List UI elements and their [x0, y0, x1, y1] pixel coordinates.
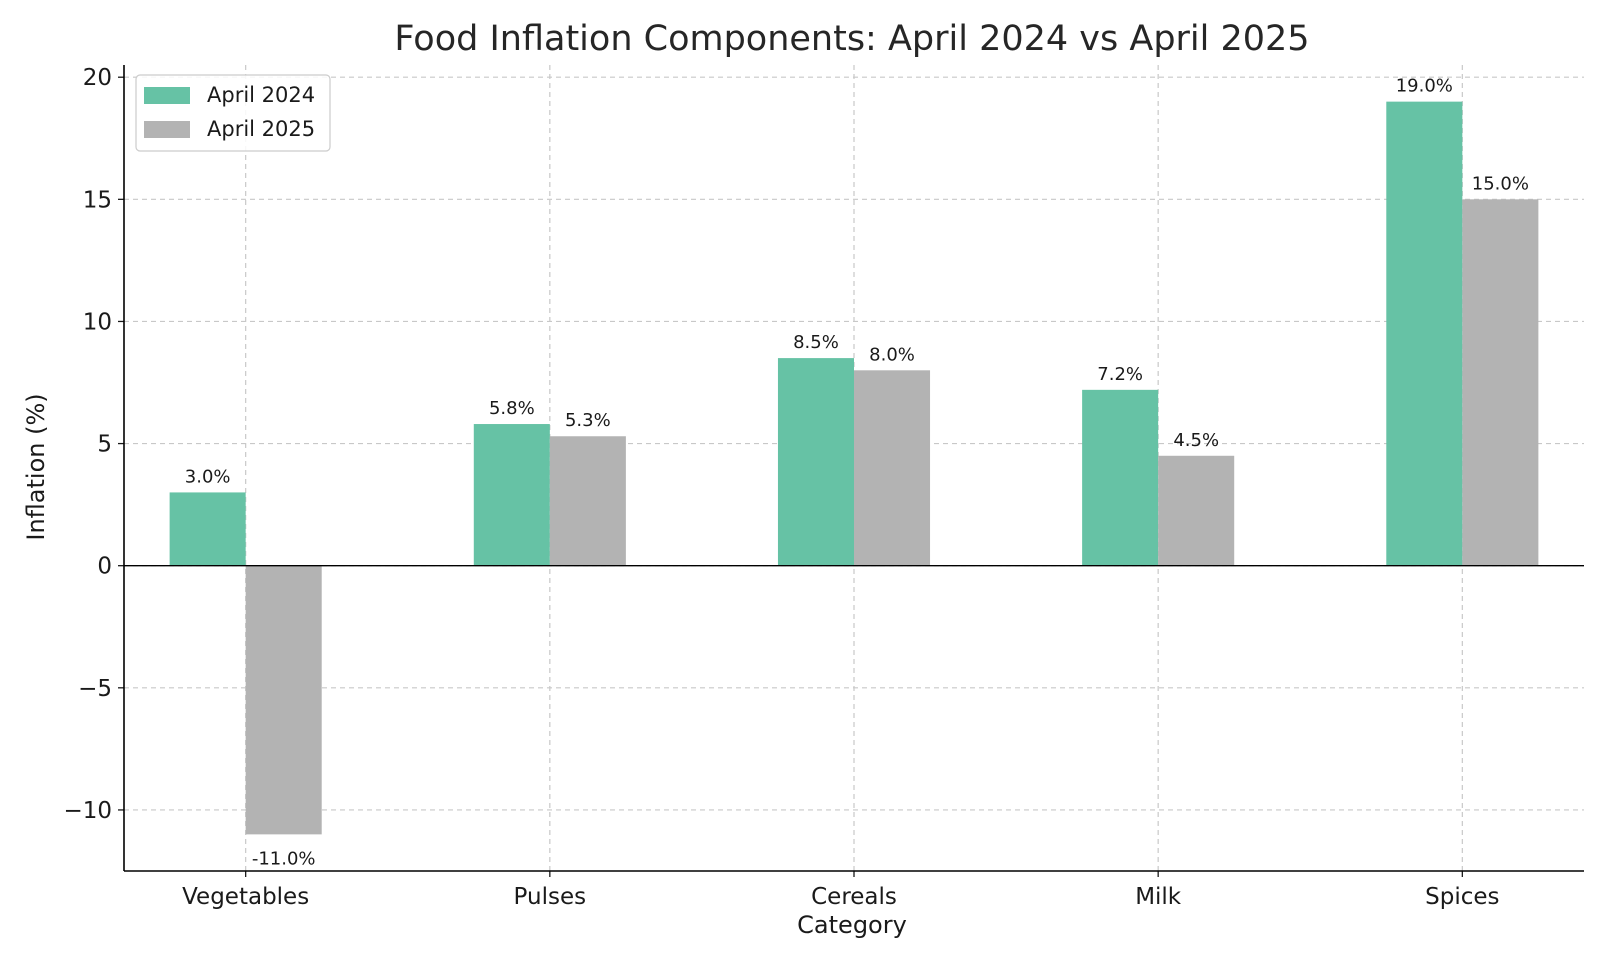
bar — [1462, 199, 1539, 566]
y-tick-label: −5 — [78, 676, 112, 702]
x-axis-title: Category — [797, 911, 907, 939]
data-label: 15.0% — [1472, 173, 1529, 194]
data-labels: 3.0% 5.8% 8.5% 7.2% 19.0% -11.0% 5.3% 8.0% 4.5% 1… — [185, 76, 1529, 870]
y-axis-title: Inflation (%) — [22, 393, 50, 540]
bars — [169, 101, 1539, 835]
y-tick-label: 10 — [83, 309, 112, 335]
data-label: 19.0% — [1396, 76, 1453, 97]
y-tick-label: 5 — [97, 432, 112, 458]
y-tick-label: 0 — [97, 554, 112, 580]
bar — [1082, 389, 1159, 566]
y-tick-label: 20 — [83, 65, 112, 91]
y-tick-label: 15 — [83, 187, 112, 213]
data-label: 8.5% — [793, 332, 839, 353]
bar — [169, 492, 246, 566]
bar — [549, 436, 626, 566]
bar — [473, 424, 550, 566]
data-label: 3.0% — [185, 466, 231, 487]
data-label: 4.5% — [1173, 430, 1219, 451]
legend: April 2024 April 2025 — [135, 74, 331, 152]
chart-title: Food Inflation Components: April 2024 vs… — [394, 19, 1309, 59]
tick-labels: −10 −5 0 5 10 15 20 Vegetables Pulses Cereals Milk… — [63, 65, 1499, 910]
data-label: 7.2% — [1097, 364, 1143, 385]
x-tick-label: Pulses — [514, 884, 587, 910]
legend-label-april-2025: April 2025 — [207, 117, 315, 141]
data-label: -11.0% — [252, 848, 316, 869]
y-tick-label: −10 — [63, 798, 112, 824]
bar — [1158, 455, 1235, 566]
legend-swatch-april-2025 — [144, 121, 190, 138]
x-tick-label: Vegetables — [182, 884, 309, 910]
bar — [777, 358, 854, 566]
x-tick-label: Spices — [1425, 884, 1499, 910]
bar — [245, 565, 322, 835]
x-tick-label: Milk — [1135, 884, 1182, 910]
data-label: 8.0% — [869, 344, 915, 365]
data-label: 5.8% — [489, 398, 535, 419]
data-label: 5.3% — [565, 410, 611, 431]
x-tick-label: Cereals — [811, 884, 897, 910]
bar — [1386, 101, 1463, 566]
legend-swatch-april-2024 — [144, 87, 190, 104]
axes — [118, 65, 1584, 877]
bar — [854, 370, 931, 566]
legend-label-april-2024: April 2024 — [207, 83, 315, 107]
